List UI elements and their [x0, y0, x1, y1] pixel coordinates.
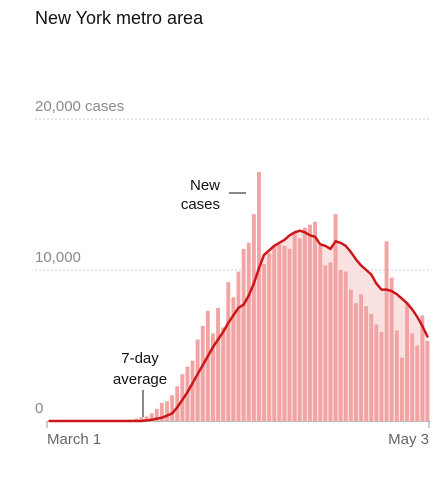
bar [267, 253, 272, 421]
bar [211, 333, 215, 421]
y-tick-label: 20,000 cases [35, 98, 124, 115]
bar [195, 339, 200, 421]
bar [190, 360, 195, 421]
y-tick-label: 10,000 [35, 249, 81, 266]
bar [318, 245, 323, 421]
bar [343, 271, 348, 421]
bar [425, 341, 430, 421]
bar [170, 395, 175, 421]
gridlines [35, 118, 430, 271]
bar [313, 221, 317, 421]
bar [257, 171, 261, 421]
bar [139, 417, 144, 421]
bar [272, 245, 277, 421]
bar [246, 242, 251, 421]
x-tick-label: May 3 [388, 431, 429, 448]
bar [216, 307, 220, 422]
annotation-7-day-average: 7-day [121, 350, 159, 367]
bar [384, 241, 389, 421]
bar [374, 324, 379, 421]
bar [338, 270, 343, 421]
chart-title: New York metro area [35, 8, 204, 28]
bar [226, 282, 231, 421]
bar [149, 413, 154, 421]
bar [282, 245, 287, 421]
bar [262, 264, 266, 421]
bar [394, 330, 399, 421]
bar [175, 386, 180, 421]
line-7-day-average [48, 229, 429, 423]
bar [323, 265, 328, 421]
bar [292, 232, 297, 422]
y-tick-label: 0 [35, 400, 43, 417]
annotation-new-cases: cases [181, 196, 220, 213]
bar [221, 327, 226, 421]
bar [154, 408, 159, 421]
annotations: New cases 7-day average [113, 177, 246, 417]
bar [205, 310, 210, 421]
bar [369, 313, 374, 421]
bar [328, 262, 333, 421]
bar [165, 401, 169, 421]
bar [359, 294, 363, 421]
bar [420, 315, 425, 421]
bar [241, 248, 246, 421]
bar [302, 227, 307, 421]
bar [410, 333, 415, 421]
bar [333, 214, 338, 421]
bar [405, 303, 409, 421]
bar [297, 238, 302, 421]
bar [277, 244, 282, 421]
bar [236, 271, 241, 421]
y-axis-labels: 0 10,000 20,000 cases [35, 98, 124, 417]
bar [200, 325, 205, 421]
bar [287, 248, 292, 421]
bar [231, 297, 236, 421]
annotation-7-day-average: average [113, 371, 167, 388]
bar [348, 289, 353, 421]
bar [308, 224, 312, 421]
bar [415, 345, 420, 421]
x-tick-label: March 1 [47, 431, 101, 448]
bar [144, 416, 149, 421]
bar [364, 306, 369, 421]
bar [400, 357, 404, 421]
bar [251, 214, 256, 421]
bar [159, 402, 164, 421]
bar [354, 303, 358, 421]
bar [389, 277, 394, 421]
x-axis-labels: March 1 May 3 [46, 421, 430, 448]
bar [379, 331, 384, 421]
annotation-new-cases: New [190, 177, 220, 194]
bars-new-cases [47, 171, 430, 422]
